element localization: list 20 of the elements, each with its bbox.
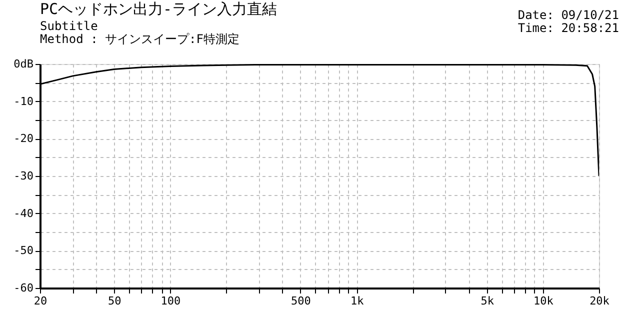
x-tick-label: 20 — [34, 294, 48, 308]
x-tick-label: 100 — [160, 294, 181, 308]
x-tick-label: 20k — [590, 294, 610, 308]
y-tick-label: 0dB — [14, 58, 34, 70]
x-tick-label: 10k — [533, 294, 554, 308]
x-tick-label: 50 — [108, 294, 122, 308]
text: Method : サインスイープ:F特測定 — [40, 32, 240, 46]
text: Time: 20:58:21 — [518, 21, 619, 35]
x-tick-label: 1k — [350, 294, 364, 308]
y-tick-label: -20 — [14, 132, 34, 146]
chart-title: PCヘッドホン出力-ライン入力直結 — [40, 0, 278, 18]
x-tick-label: 500 — [291, 294, 311, 308]
y-tick-label: -30 — [14, 170, 34, 182]
text: Date: 09/10/21 — [518, 8, 619, 22]
y-tick-label: -10 — [14, 94, 34, 108]
y-tick-label: -60 — [14, 282, 34, 294]
y-tick-label: -40 — [14, 206, 34, 220]
x-tick-label: 5k — [480, 294, 494, 308]
chart-subtitle: Subtitle — [40, 19, 98, 33]
y-tick-label: -50 — [14, 244, 34, 258]
